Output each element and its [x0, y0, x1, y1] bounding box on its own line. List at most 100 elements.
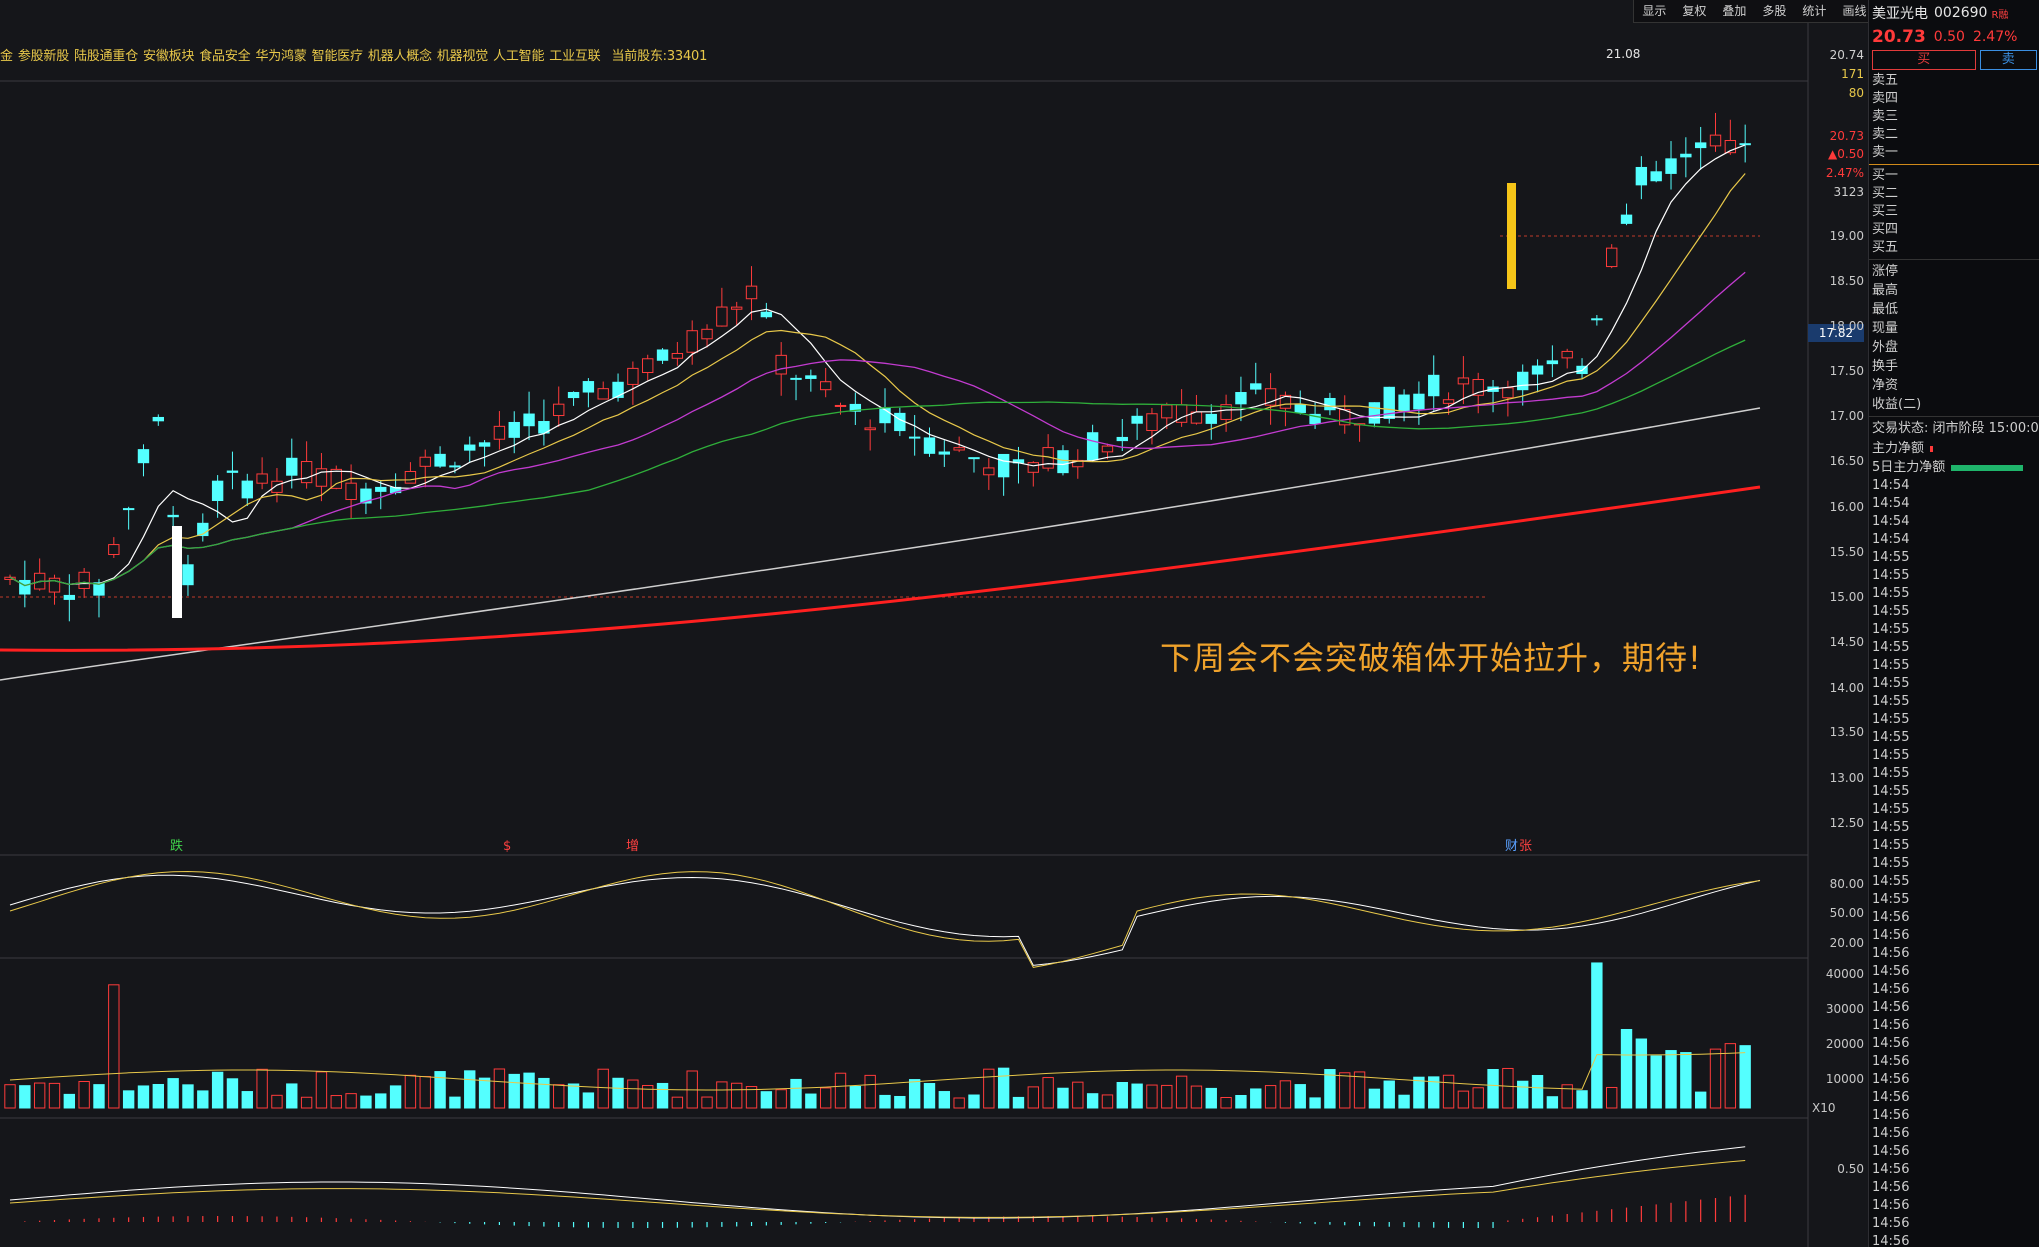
tick-row[interactable]: 14:56 [1872, 1198, 1910, 1213]
tick-row[interactable]: 14:55 [1872, 892, 1910, 907]
event-marker: 增 [626, 839, 639, 854]
tick-row[interactable]: 14:56 [1872, 1000, 1910, 1015]
tick-row[interactable]: 14:56 [1872, 1090, 1910, 1105]
toolbar-button[interactable]: 画线 [1842, 4, 1867, 18]
tick-row[interactable]: 14:55 [1872, 856, 1910, 871]
tick-row[interactable]: 14:55 [1872, 658, 1910, 673]
candle-body [1235, 392, 1247, 405]
tick-row[interactable]: 14:55 [1872, 748, 1910, 763]
candle-body [1561, 350, 1573, 359]
candle-body [375, 486, 387, 492]
tick-row[interactable]: 14:56 [1872, 1036, 1910, 1051]
tick-row[interactable]: 14:56 [1872, 964, 1910, 979]
bid-level[interactable]: 买五 [1872, 240, 1899, 255]
tick-row[interactable]: 14:55 [1872, 550, 1910, 565]
tick-row[interactable]: 14:54 [1872, 514, 1910, 529]
bid-level[interactable]: 买四 [1872, 222, 1899, 237]
tick-row[interactable]: 14:55 [1872, 712, 1910, 727]
candle-body [523, 413, 535, 427]
tick-row[interactable]: 14:55 [1872, 802, 1910, 817]
toolbar-button[interactable]: 多股 [1762, 4, 1787, 18]
ask-level[interactable]: 卖三 [1872, 109, 1899, 124]
bid-level[interactable]: 买三 [1872, 204, 1899, 219]
candle-body [197, 522, 209, 537]
volume-bar [1250, 1088, 1262, 1109]
tick-row[interactable]: 14:55 [1872, 640, 1910, 655]
candle-body [226, 470, 239, 473]
concept-tag[interactable]: 工业互联 [549, 49, 601, 64]
tick-row[interactable]: 14:56 [1872, 1126, 1910, 1141]
tick-row[interactable]: 14:55 [1872, 568, 1910, 583]
volume-bar [1101, 1094, 1114, 1109]
volume-bar [1131, 1083, 1143, 1109]
tick-row[interactable]: 14:56 [1872, 1108, 1910, 1123]
tick-row[interactable]: 14:56 [1872, 1072, 1910, 1087]
candle-body [1442, 399, 1455, 404]
tick-row[interactable]: 14:55 [1872, 622, 1910, 637]
sell-button[interactable]: 卖 [1979, 50, 2037, 70]
candle-body [1635, 166, 1648, 186]
tick-row[interactable]: 14:55 [1872, 730, 1910, 745]
tick-row[interactable]: 14:56 [1872, 1018, 1910, 1033]
concept-tag[interactable]: 金 [0, 49, 13, 64]
tick-list[interactable]: 14:54 14:54 14:54 14:54 14:55 14:55 14:55 14:55… [1869, 477, 2039, 1247]
toolbar-button[interactable]: 显示 [1642, 4, 1667, 18]
volume-bar [493, 1068, 506, 1109]
concept-tag[interactable]: 智能医疗 [311, 49, 363, 64]
tick-row[interactable]: 14:56 [1872, 1162, 1910, 1177]
ask-level[interactable]: 卖二 [1872, 127, 1899, 142]
bid-level[interactable]: 买二 [1872, 186, 1899, 201]
volume-bar [464, 1070, 476, 1109]
concept-tag[interactable]: 机器人概念 [367, 49, 432, 64]
tick-row[interactable]: 14:56 [1872, 910, 1910, 925]
toolbar-button[interactable]: 叠加 [1722, 4, 1747, 18]
ask-level[interactable]: 卖四 [1872, 91, 1899, 106]
ask-level[interactable]: 卖五 [1872, 73, 1899, 88]
toolbar-button[interactable]: 统计 [1802, 4, 1827, 18]
candle-body [1057, 450, 1069, 474]
candle-body [1086, 432, 1099, 461]
tick-row[interactable]: 14:55 [1872, 586, 1910, 601]
tick-row[interactable]: 14:55 [1872, 694, 1910, 709]
tick-row[interactable]: 14:55 [1872, 874, 1910, 889]
volume-bar [908, 1079, 921, 1109]
bid-level[interactable]: 买一 [1872, 168, 1899, 183]
price-axis-label: ▲0.50 [1828, 147, 1864, 161]
tick-row[interactable]: 14:55 [1872, 676, 1910, 691]
tick-row[interactable]: 14:56 [1872, 928, 1910, 943]
tick-row[interactable]: 14:54 [1872, 532, 1910, 547]
tick-row[interactable]: 14:54 [1872, 496, 1910, 511]
toolbar-button[interactable]: 复权 [1682, 4, 1707, 18]
volume-bar [1353, 1071, 1366, 1109]
tick-row[interactable]: 14:55 [1872, 604, 1910, 619]
tick-row[interactable]: 14:55 [1872, 838, 1910, 853]
concept-tag[interactable]: 人工智能 [493, 49, 545, 64]
tick-row[interactable]: 14:56 [1872, 946, 1910, 961]
buy-button[interactable]: 买 [1872, 50, 1976, 70]
volume-bar [849, 1085, 862, 1109]
kline-chart[interactable]: 21.08 跌 $ 增 财张 [0, 0, 1868, 1247]
tick-row[interactable]: 14:56 [1872, 1216, 1910, 1231]
tick-row[interactable]: 14:56 [1872, 1054, 1910, 1069]
volume-bar [1027, 1086, 1039, 1109]
candle-body [716, 306, 728, 327]
concept-tag[interactable]: 陆股通重仓 [74, 49, 139, 64]
tick-row[interactable]: 14:55 [1872, 820, 1910, 835]
concept-tag[interactable]: 华为鸿蒙 [255, 49, 307, 64]
concept-tag[interactable]: 机器视觉 [436, 49, 489, 64]
tick-row[interactable]: 14:56 [1872, 982, 1910, 997]
tick-row[interactable]: 14:54 [1872, 478, 1910, 493]
stat-item: 换手 [1872, 359, 1899, 374]
kline-chart-area[interactable]: 21.08 跌 $ 增 财张 金参股新股 陆股通重仓 安徽板块 食品安全 华为鸿蒙 智能医疗 机器人… [0, 0, 1868, 1247]
candle-body [819, 381, 832, 391]
concept-tag[interactable]: 安徽板块 [143, 49, 195, 64]
tick-row[interactable]: 14:55 [1872, 766, 1910, 781]
concept-tag[interactable]: 参股新股 [17, 49, 70, 64]
concept-tag[interactable]: 食品安全 [199, 49, 251, 64]
volume-bar [300, 1096, 313, 1109]
tick-row[interactable]: 14:55 [1872, 784, 1910, 799]
ask-level[interactable]: 卖一 [1872, 145, 1899, 160]
tick-row[interactable]: 14:56 [1872, 1180, 1910, 1195]
tick-row[interactable]: 14:56 [1872, 1144, 1910, 1159]
tick-row[interactable]: 14:56 [1872, 1234, 1910, 1247]
